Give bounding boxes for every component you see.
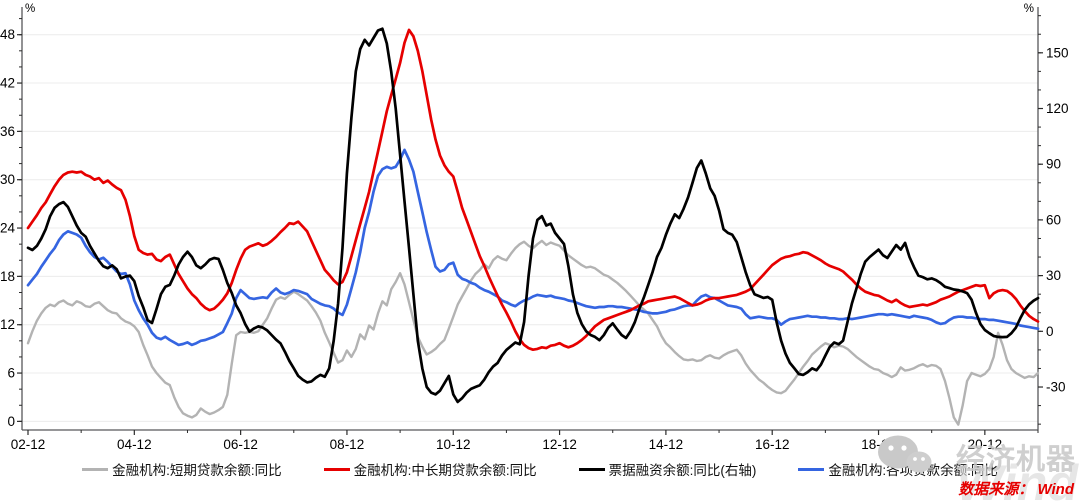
x-axis-tick-label: 08-12	[330, 437, 365, 452]
x-axis-tick-label: 06-12	[223, 437, 258, 452]
right-axis-tick-label: -30	[1046, 380, 1066, 395]
right-axis-tick-label: 0	[1046, 324, 1054, 339]
legend-item-total-loans: 金融机构:各项贷款余额:同比	[798, 459, 998, 479]
x-axis-tick-label: 02-12	[11, 437, 46, 452]
black-line-swatch-icon	[578, 467, 605, 471]
left-axis-tick-label: 30	[0, 172, 15, 187]
right-axis-tick-label: 150	[1046, 45, 1069, 60]
series-line-3	[26, 148, 1040, 347]
right-axis-tick-label: 30	[1046, 268, 1061, 283]
data-source-note: 数据来源： Wind	[958, 481, 1074, 498]
legend-label: 票据融资余额:同比(右轴)	[608, 463, 757, 478]
series-line-2	[26, 27, 1040, 404]
x-axis-tick-label: 14-12	[649, 437, 684, 452]
x-axis-tick-label: 12-12	[542, 437, 577, 452]
legend-label: 金融机构:短期贷款余额:同比	[112, 463, 282, 478]
right-axis-unit: %	[1024, 3, 1034, 15]
legend-item-medium-long-term-loans: 金融机构:中长期贷款余额:同比	[323, 459, 537, 479]
gray-line-swatch-icon	[82, 467, 109, 471]
right-axis-tick-label: 90	[1046, 157, 1061, 172]
legend-label: 金融机构:各项贷款余额:同比	[828, 463, 998, 478]
x-axis-tick-label: 16-12	[755, 437, 790, 452]
series-line-1	[26, 28, 1040, 352]
chart-legend: 金融机构:短期贷款余额:同比 金融机构:中长期贷款余额:同比 票据融资余额:同比…	[0, 459, 1080, 479]
x-axis-tick-label: 20-12	[968, 437, 1003, 452]
blue-line-swatch-icon	[798, 467, 825, 471]
left-axis-tick-label: 12	[0, 317, 15, 332]
legend-label: 金融机构:中长期贷款余额:同比	[353, 463, 537, 478]
x-axis-tick-label: 10-12	[436, 437, 471, 452]
right-axis-tick-label: 120	[1046, 101, 1069, 116]
series-line-0	[26, 239, 1040, 426]
red-line-swatch-icon	[323, 467, 350, 471]
x-axis-tick-label: 18-12	[861, 437, 896, 452]
left-axis-tick-label: 36	[0, 124, 15, 139]
x-axis-tick-label: 04-12	[117, 437, 152, 452]
left-axis-tick-label: 24	[0, 221, 15, 236]
right-axis-tick-label: 60	[1046, 212, 1061, 227]
left-axis-tick-label: 42	[0, 76, 15, 91]
left-axis-tick-label: 6	[7, 366, 15, 381]
left-axis-tick-label: 18	[0, 269, 15, 284]
legend-item-short-term-loans: 金融机构:短期贷款余额:同比	[82, 459, 282, 479]
left-axis-tick-label: 48	[0, 27, 15, 42]
left-axis-unit: %	[25, 3, 35, 15]
legend-item-bill-financing: 票据融资余额:同比(右轴)	[578, 459, 757, 479]
left-axis-tick-label: 0	[7, 414, 15, 429]
